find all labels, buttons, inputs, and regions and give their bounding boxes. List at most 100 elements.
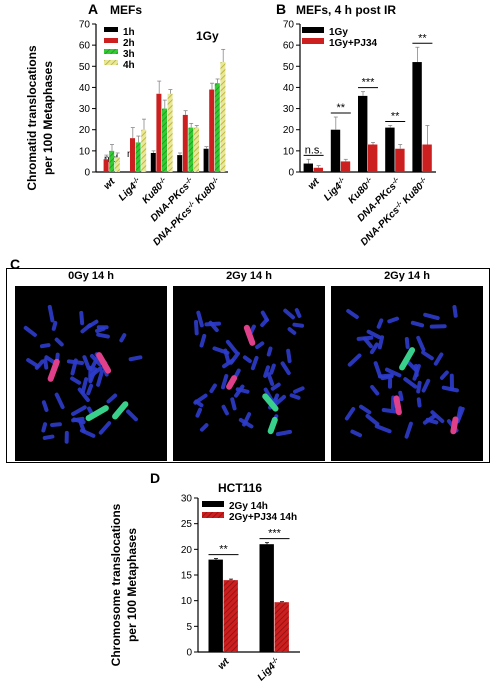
chromosome bbox=[225, 339, 238, 355]
legend-swatch bbox=[202, 501, 224, 507]
chromosome bbox=[404, 421, 413, 439]
chromosome bbox=[294, 308, 302, 318]
y-tick-label: 60 bbox=[79, 41, 91, 52]
bar bbox=[274, 602, 289, 652]
chromosome bbox=[377, 335, 385, 350]
chromosome bbox=[80, 323, 93, 334]
chromosome bbox=[292, 322, 305, 328]
painted-chromosome bbox=[450, 416, 459, 435]
chromosome bbox=[250, 355, 259, 371]
y-tick-label: 30 bbox=[79, 104, 91, 115]
painted-chromosome bbox=[96, 352, 112, 374]
chromosome bbox=[283, 308, 295, 320]
micrograph-2-label: 2Gy 14 h bbox=[226, 270, 272, 282]
chromosome bbox=[50, 422, 62, 427]
chromosome bbox=[370, 385, 380, 396]
panel-a-dose-label: 1Gy bbox=[196, 29, 219, 43]
chromosome bbox=[79, 310, 85, 326]
chromosome bbox=[275, 429, 293, 437]
y-tick-label: 10 bbox=[79, 146, 91, 157]
chromosome bbox=[34, 359, 45, 370]
legend-swatch bbox=[104, 60, 118, 65]
bar bbox=[177, 155, 183, 172]
chromosome bbox=[242, 412, 252, 427]
chromosome bbox=[39, 343, 51, 349]
chromosome bbox=[269, 363, 276, 375]
chromosome bbox=[106, 393, 118, 404]
panel-c-micrographs: 0Gy 14 h 2Gy 14 h 2Gy 14 h bbox=[6, 268, 490, 463]
y-tick-label: 60 bbox=[283, 41, 295, 52]
painted-chromosome bbox=[393, 395, 402, 416]
significance-label: ** bbox=[391, 110, 400, 122]
legend-label: 4h bbox=[123, 60, 135, 71]
y-tick-label: 25 bbox=[181, 519, 193, 530]
y-tick-label: 30 bbox=[283, 104, 295, 115]
chromosome bbox=[98, 421, 112, 435]
painted-chromosome bbox=[226, 375, 238, 390]
chromosome bbox=[89, 353, 102, 367]
chromosome bbox=[346, 308, 359, 319]
panel-b-plot: 010203040506070wtn.s.Lig4-/-**Ku80-/-***… bbox=[283, 20, 436, 248]
y-tick-label: 70 bbox=[283, 20, 295, 31]
y-tick-label: 20 bbox=[283, 125, 295, 136]
panel-d-plot: 0 5 10 15 20 25 30 wt ** Lig4-/- *** 2Gy 14h2Gy+PJ3… bbox=[181, 494, 300, 683]
bar bbox=[422, 144, 432, 172]
bar bbox=[203, 148, 209, 172]
chromosome bbox=[95, 326, 106, 333]
chromosome bbox=[128, 355, 143, 362]
chromosome bbox=[126, 409, 138, 422]
significance-label: *** bbox=[362, 77, 376, 89]
chromosome bbox=[369, 342, 379, 355]
chromosome bbox=[266, 372, 275, 386]
bar bbox=[220, 62, 226, 172]
bar bbox=[330, 129, 341, 172]
chromosome bbox=[430, 410, 445, 424]
chromosome bbox=[196, 310, 204, 328]
y-tick-label: 5 bbox=[186, 622, 192, 633]
y-tick-label: 0 bbox=[84, 168, 90, 179]
y-tick-label: 30 bbox=[181, 494, 193, 505]
bar bbox=[167, 93, 173, 172]
chromosome bbox=[199, 423, 209, 432]
chromosome bbox=[255, 341, 265, 350]
legend-label: 2h bbox=[123, 38, 135, 49]
bar bbox=[385, 127, 395, 172]
chromosome bbox=[77, 387, 90, 403]
bar bbox=[303, 163, 313, 172]
chromosome bbox=[425, 417, 439, 425]
bar bbox=[259, 544, 274, 652]
y-tick-label: 50 bbox=[79, 62, 91, 73]
y-tick-label: 40 bbox=[283, 83, 295, 94]
y-tick-label: 50 bbox=[283, 62, 295, 73]
bar bbox=[214, 83, 220, 172]
panel-a-letter: A bbox=[88, 1, 98, 17]
panel-c-letter: C bbox=[10, 256, 21, 272]
bar bbox=[156, 93, 162, 172]
chromosome bbox=[199, 333, 207, 348]
category-label: wt bbox=[102, 176, 118, 192]
painted-chromosome bbox=[47, 358, 60, 382]
bar bbox=[209, 89, 215, 172]
chromosome bbox=[41, 400, 49, 412]
painted-chromosome bbox=[267, 416, 278, 435]
chromosome bbox=[54, 337, 64, 347]
y-tick-label: 20 bbox=[79, 125, 91, 136]
panel-a-ylabel-line1: Chromatid translocations bbox=[25, 45, 39, 191]
panel-d-title: HCT116 bbox=[218, 481, 262, 495]
painted-chromosome bbox=[399, 347, 416, 371]
painted-chromosome bbox=[243, 324, 256, 346]
chromosome bbox=[344, 406, 356, 421]
micrograph-2-image bbox=[173, 286, 325, 461]
chromosome bbox=[242, 355, 252, 364]
chromosome bbox=[42, 434, 55, 440]
significance-label: ** bbox=[219, 544, 228, 556]
y-tick-label: 40 bbox=[79, 83, 91, 94]
panel-b-title: MEFs, 4 h post IR bbox=[296, 3, 396, 17]
chromosome bbox=[373, 361, 382, 378]
chromosome bbox=[263, 365, 271, 378]
bar bbox=[109, 150, 115, 172]
bar bbox=[412, 62, 422, 172]
bar bbox=[395, 148, 405, 172]
